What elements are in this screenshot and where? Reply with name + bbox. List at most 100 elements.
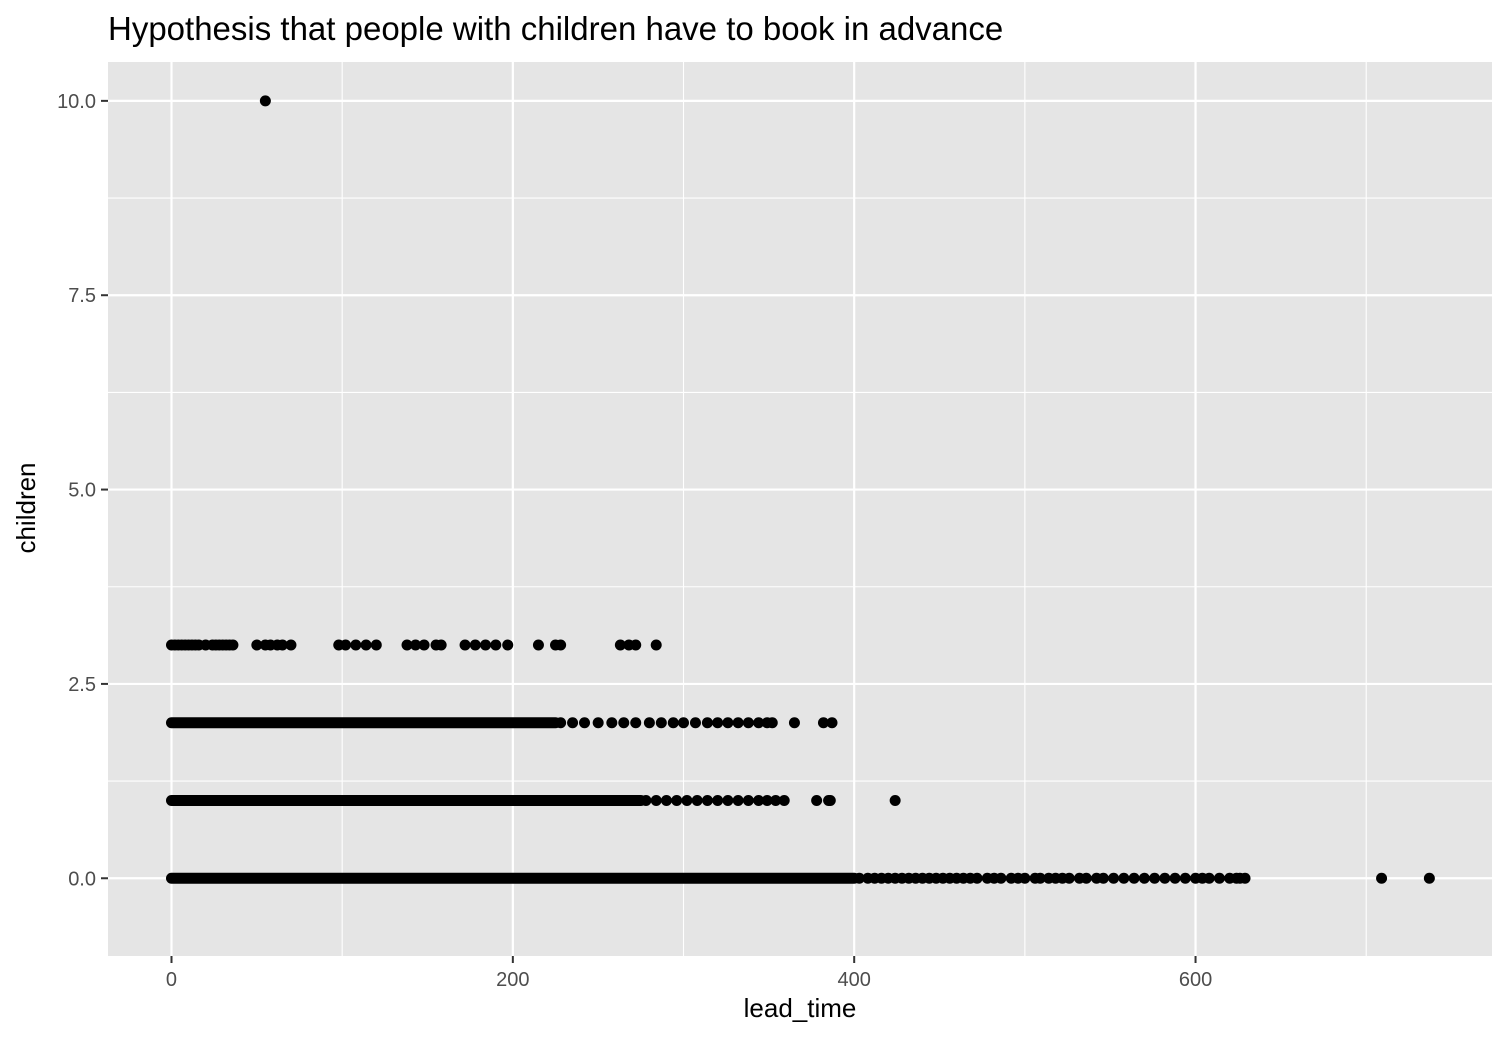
- data-point: [722, 795, 734, 807]
- data-point: [689, 717, 701, 729]
- data-point: [350, 639, 362, 651]
- y-tick-label: 10.0: [57, 91, 96, 113]
- data-point: [276, 639, 288, 651]
- data-point: [1019, 872, 1031, 884]
- y-tick-label: 5.0: [68, 480, 96, 502]
- data-point: [614, 639, 626, 651]
- data-point: [778, 795, 790, 807]
- data-point: [1097, 872, 1109, 884]
- data-point: [630, 717, 642, 729]
- data-point: [742, 795, 754, 807]
- data-point: [1423, 872, 1435, 884]
- data-point: [995, 872, 1007, 884]
- data-point: [555, 717, 567, 729]
- minor-gridlines: [108, 62, 1492, 956]
- data-point: [1179, 872, 1191, 884]
- data-point: [410, 639, 422, 651]
- data-point: [592, 717, 604, 729]
- y-axis-title: children: [11, 462, 41, 553]
- data-point: [251, 639, 263, 651]
- data-point: [1063, 872, 1075, 884]
- data-point: [766, 717, 778, 729]
- data-point: [606, 717, 618, 729]
- data-point: [753, 795, 765, 807]
- data-point: [360, 639, 372, 651]
- data-point: [650, 795, 662, 807]
- data-point: [555, 639, 567, 651]
- data-point: [824, 795, 836, 807]
- x-axis: 0 200 400 600: [166, 956, 1212, 991]
- y-tick-label: 0.0: [68, 868, 96, 890]
- data-point: [660, 795, 672, 807]
- data-point: [681, 795, 693, 807]
- x-tick-label: 400: [838, 969, 871, 991]
- data-point: [788, 717, 800, 729]
- data-point: [1080, 872, 1092, 884]
- data-point: [826, 717, 838, 729]
- data-point: [853, 872, 865, 884]
- data-point: [1108, 872, 1120, 884]
- data-point: [753, 717, 765, 729]
- data-point: [1118, 872, 1130, 884]
- data-point: [1149, 872, 1161, 884]
- data-point: [401, 639, 413, 651]
- data-point: [435, 639, 447, 651]
- x-tick-label: 0: [166, 969, 177, 991]
- data-point: [1138, 872, 1150, 884]
- data-point: [370, 639, 382, 651]
- data-point: [712, 717, 724, 729]
- data-point: [701, 795, 713, 807]
- data-point: [678, 717, 690, 729]
- data-point: [618, 717, 630, 729]
- data-point: [1376, 872, 1388, 884]
- data-point: [418, 639, 430, 651]
- chart-title: Hypothesis that people with children hav…: [108, 10, 1003, 47]
- data-point: [722, 717, 734, 729]
- data-point: [671, 795, 683, 807]
- data-point: [567, 717, 579, 729]
- data-point: [532, 639, 544, 651]
- data-point: [770, 795, 782, 807]
- data-point: [630, 639, 642, 651]
- data-point: [490, 639, 502, 651]
- data-point: [742, 717, 754, 729]
- data-point: [655, 717, 667, 729]
- data-point: [459, 639, 471, 651]
- data-point: [1169, 872, 1181, 884]
- data-point: [340, 639, 352, 651]
- data-point: [1159, 872, 1171, 884]
- data-point: [1034, 872, 1046, 884]
- data-point: [579, 717, 591, 729]
- data-point: [650, 639, 662, 651]
- data-point: [285, 639, 297, 651]
- data-point: [640, 795, 652, 807]
- y-tick-label: 2.5: [68, 674, 96, 696]
- data-point: [817, 717, 829, 729]
- data-point: [1213, 872, 1225, 884]
- data-point: [732, 795, 744, 807]
- data-point: [701, 717, 713, 729]
- data-point: [227, 639, 239, 651]
- data-point: [811, 795, 823, 807]
- x-axis-title: lead_time: [744, 993, 857, 1023]
- y-axis: 0.0 2.5 5.0 7.5 10.0: [57, 91, 108, 890]
- data-point: [1203, 872, 1215, 884]
- data-point: [889, 795, 901, 807]
- data-point: [1239, 872, 1251, 884]
- x-tick-label: 600: [1179, 969, 1212, 991]
- y-tick-label: 7.5: [68, 285, 96, 307]
- data-point: [480, 639, 492, 651]
- data-point: [643, 717, 655, 729]
- data-point: [259, 95, 271, 107]
- plot-panel: [108, 62, 1492, 956]
- data-points: [165, 95, 1435, 884]
- data-point: [469, 639, 481, 651]
- data-point: [971, 872, 983, 884]
- x-tick-label: 200: [496, 969, 529, 991]
- data-point: [712, 795, 724, 807]
- data-point: [691, 795, 703, 807]
- data-point: [502, 639, 514, 651]
- data-point: [761, 795, 773, 807]
- data-point: [732, 717, 744, 729]
